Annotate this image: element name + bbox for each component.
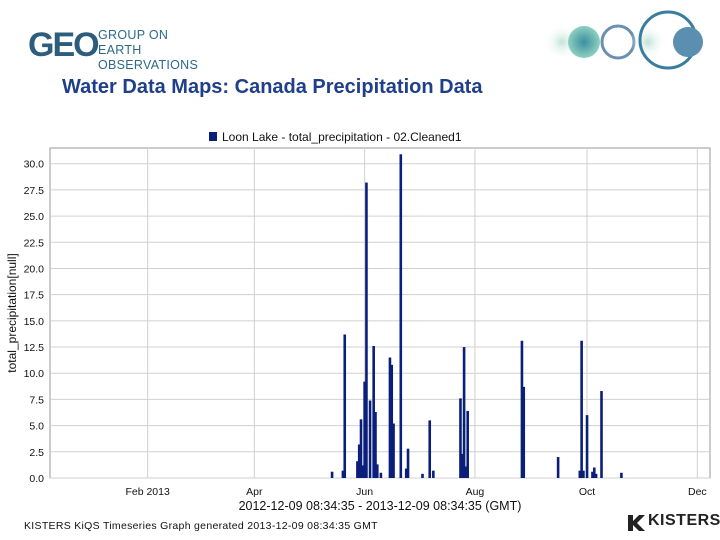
precipitation-bar [591, 471, 594, 478]
precipitation-bar [428, 420, 432, 478]
slide-title: Water Data Maps: Canada Precipitation Da… [62, 76, 483, 98]
bar-series [330, 154, 623, 479]
legend-label: Loon Lake - total_precipitation - 02.Cle… [222, 130, 462, 144]
precipitation-bar [330, 471, 334, 478]
decorative-circles [544, 10, 703, 70]
precipitation-bar [462, 347, 466, 478]
y-tick-label: 30.0 [24, 159, 45, 171]
y-tick-label: 17.5 [24, 290, 45, 302]
precipitation-bar [582, 470, 585, 478]
precipitation-bar [520, 340, 524, 478]
precipitation-bar [375, 464, 379, 478]
precipitation-bar [399, 154, 403, 478]
y-tick-label: 25.0 [24, 211, 45, 223]
deco-circle-3 [600, 24, 636, 60]
deco-circle-6 [673, 27, 703, 57]
x-axis-label: 2012-12-09 08:34:35 - 2013-12-09 08:34:3… [239, 499, 522, 513]
y-tick-label: 7.5 [29, 394, 44, 406]
precipitation-bar [372, 346, 375, 478]
geo-logo-mark: GEO [28, 26, 100, 65]
precipitation-bar [374, 412, 377, 478]
y-tick-label: 5.0 [29, 421, 44, 433]
grid-lines [50, 148, 710, 479]
y-tick-labels: 0.0 2.5 5.0 7.5 10.0 12.5 15.0 17.5 20.0 22.5 25.0… [24, 159, 45, 485]
y-tick-label: 10.0 [24, 368, 45, 380]
geo-logo-text: GROUP ON EARTH OBSERVATIONS [98, 28, 238, 73]
precipitation-bar [361, 465, 365, 478]
precipitation-bar [594, 473, 598, 478]
precipitation-bar [388, 357, 392, 478]
precipitation-bar [620, 472, 623, 478]
geo-logo-line1: GROUP ON [98, 28, 169, 42]
kisters-brand-text: KISTERS [648, 512, 720, 529]
deco-circle-2 [568, 26, 600, 58]
x-tick-labels: Feb 2013 Apr Jun Aug Oct Dec [125, 486, 706, 498]
y-tick-label: 15.0 [24, 316, 45, 328]
kisters-logo: KISTERS [626, 511, 720, 533]
deco-circle-4 [630, 24, 666, 60]
footer-generated-text: KISTERS KiQS Timeseries Graph generated … [24, 520, 378, 532]
precipitation-bar [341, 470, 345, 478]
precipitation-bar [359, 419, 363, 478]
y-tick-label: 0.0 [29, 473, 44, 485]
x-tick-label: Dec [688, 486, 707, 498]
precipitation-bar [460, 453, 464, 478]
y-tick-label: 2.5 [29, 447, 44, 459]
precipitation-bar [421, 473, 424, 478]
precipitation-bar [585, 415, 589, 478]
x-tick-label: Apr [246, 486, 263, 498]
x-tick-label: Aug [466, 486, 485, 498]
kisters-k-icon [628, 515, 645, 531]
x-tick-label: Jun [356, 486, 373, 498]
precipitation-bar [365, 182, 368, 479]
precipitation-bar [356, 461, 359, 478]
legend-swatch [209, 132, 217, 141]
precipitation-bar [363, 381, 366, 478]
y-tick-label: 22.5 [24, 237, 45, 249]
precipitation-bar [600, 391, 603, 478]
precipitation-bar [404, 468, 408, 478]
y-tick-label: 20.0 [24, 263, 45, 275]
plot-area [49, 147, 711, 479]
precipitation-bar [459, 398, 462, 478]
precipitation-bar [406, 448, 410, 478]
y-tick-label: 12.5 [24, 342, 45, 354]
precipitation-bar [522, 386, 526, 478]
precipitation-bar [432, 470, 435, 478]
geo-logo-line2: EARTH OBSERVATIONS [98, 43, 199, 72]
x-tick-label: Feb 2013 [125, 486, 170, 498]
precipitation-bar [580, 340, 583, 478]
precipitation-bar [556, 457, 560, 478]
precipitation-bar [357, 444, 361, 478]
precipitation-bar [368, 400, 372, 478]
precipitation-bar [578, 470, 582, 478]
precipitation-bar [466, 410, 469, 478]
precipitation-bar [392, 423, 395, 478]
precipitation-bar [390, 364, 394, 478]
precipitation-bar [464, 466, 468, 478]
precipitation-bar [592, 467, 596, 478]
geo-logo-mark-text: GEO [28, 26, 100, 64]
geo-logo: GEO GROUP ON EARTH OBSERVATIONS [28, 22, 238, 72]
y-axis-label: total_precipitation[null] [5, 253, 19, 372]
y-tick-label: 27.5 [24, 185, 45, 197]
x-tick-label: Oct [579, 486, 595, 498]
precipitation-bar [343, 334, 347, 478]
precipitation-bar [379, 472, 383, 478]
precipitation-chart: 0.0 2.5 5.0 7.5 10.0 12.5 15.0 17.5 20.0 22.5 25.0… [5, 130, 711, 513]
